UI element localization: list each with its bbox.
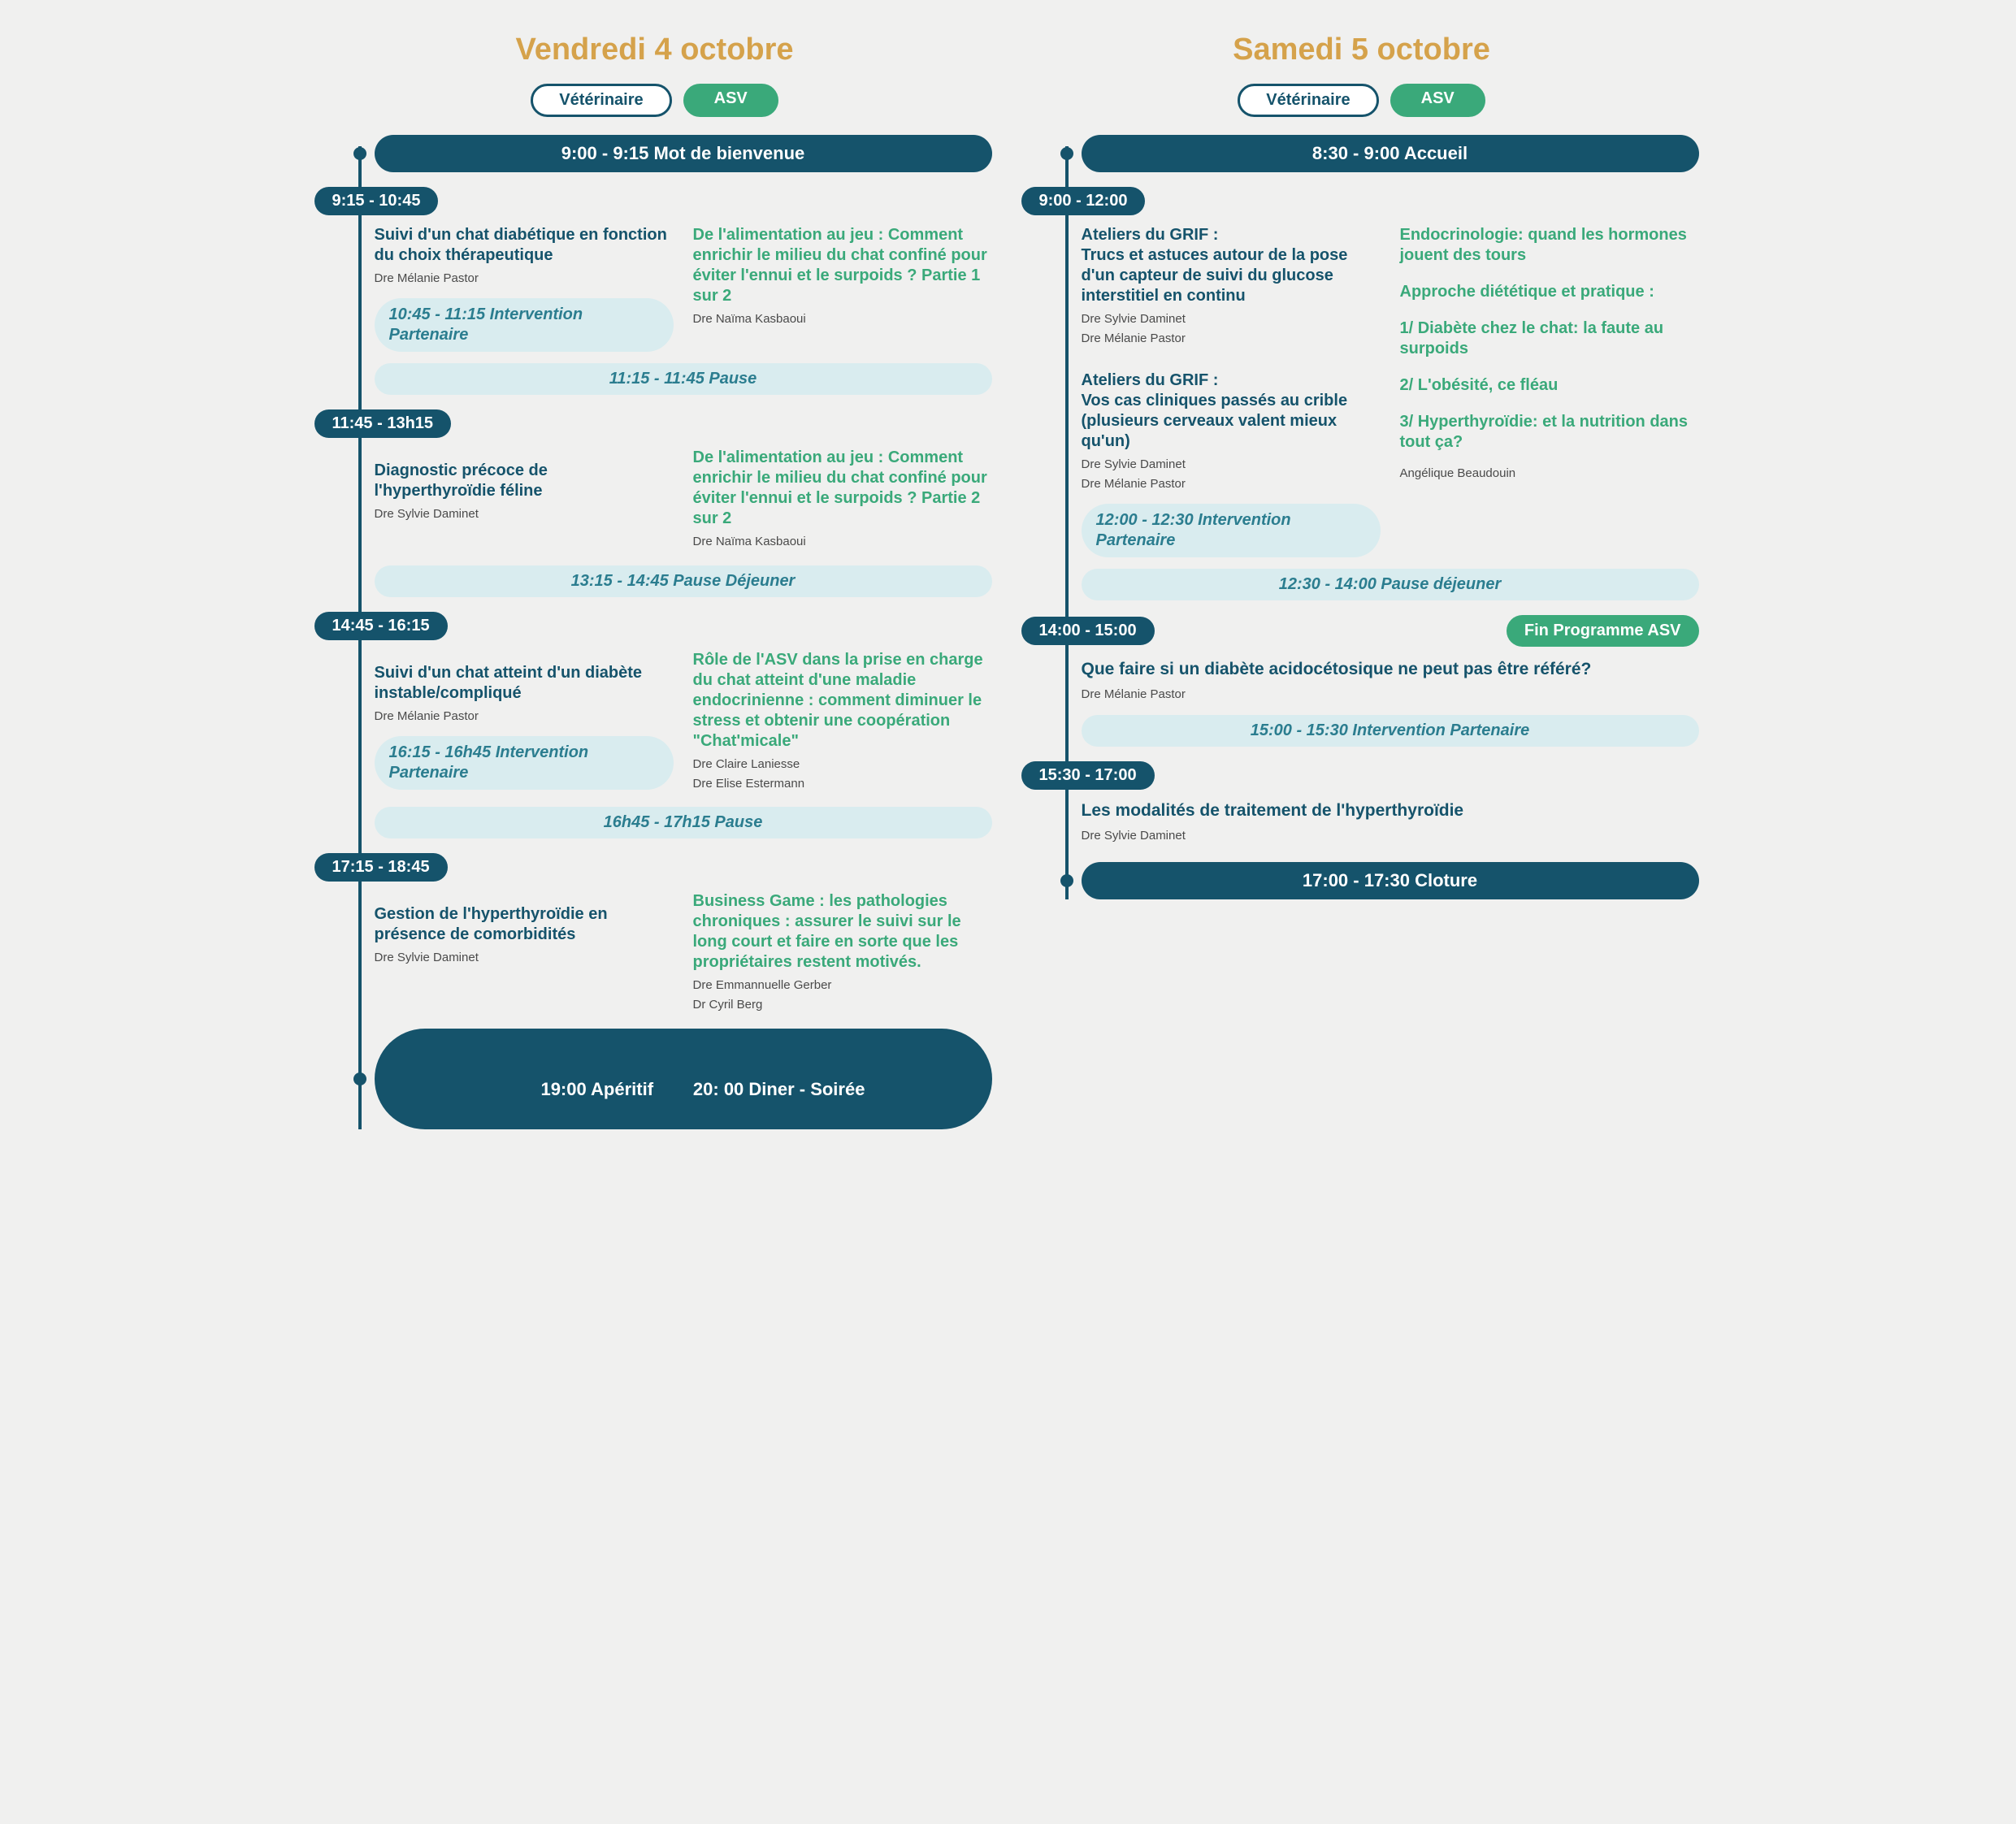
vet-col: Diagnostic précoce de l'hyperthyroïdie f… [375,448,674,553]
day-friday: Vendredi 4 octobre Vétérinaire ASV 9:00 … [318,32,992,1144]
asv-title: De l'alimentation au jeu : Comment enric… [693,448,992,529]
vet-title: Ateliers du GRIF : Vos cas cliniques pas… [1082,370,1381,452]
speaker: Dre Mélanie Pastor [375,708,674,725]
speaker: Dr Cyril Berg [693,997,992,1013]
speaker: Dre Emmannuelle Gerber [693,977,992,994]
closing-text: 19:00 Apéritif 20: 00 Diner - Soirée [540,1079,865,1099]
track-vet: Vétérinaire [1238,84,1378,117]
friday-opening: 9:00 - 9:15 Mot de bienvenue [375,135,992,172]
vet-title: Que faire si un diabète acidocétosique n… [1082,658,1699,680]
speaker: Angélique Beaudouin [1400,466,1699,482]
vet-col: Ateliers du GRIF : Trucs et astuces auto… [1082,225,1381,557]
track-asv: ASV [1390,84,1485,117]
time-asv-row: 14:00 - 15:00 Fin Programme ASV [1021,615,1699,647]
session-block: Suivi d'un chat diabétique en fonction d… [375,225,992,352]
time-chip: 9:00 - 12:00 [1021,187,1146,215]
time-chip: 15:30 - 17:00 [1021,761,1155,790]
time-chip: 11:45 - 13h15 [314,409,452,438]
saturday-timeline: 8:30 - 9:00 Accueil 9:00 - 12:00 Atelier… [1025,135,1699,899]
track-vet: Vétérinaire [531,84,671,117]
saturday-tracks: Vétérinaire ASV [1025,84,1699,117]
speaker: Dre Naïma Kasbaoui [693,534,992,550]
pause: 12:30 - 14:00 Pause déjeuner [1082,569,1699,600]
speaker: Dre Sylvie Daminet [375,950,674,966]
asv-line: 1/ Diabète chez le chat: la faute au sur… [1400,318,1699,359]
node [1060,874,1073,887]
asv-col: Business Game : les pathologies chroniqu… [693,891,992,1017]
schedule-wrap: Vendredi 4 octobre Vétérinaire ASV 9:00 … [318,32,1699,1144]
opening-text: 8:30 - 9:00 Accueil [1312,143,1468,163]
vet-title: Suivi d'un chat atteint d'un diabète ins… [375,663,674,704]
session-block: Gestion de l'hyperthyroïdie en présence … [375,891,992,1017]
time-chip: 17:15 - 18:45 [314,853,448,882]
asv-title: De l'alimentation au jeu : Comment enric… [693,225,992,306]
vet-title: Suivi d'un chat diabétique en fonction d… [375,225,674,266]
vet-col: Suivi d'un chat diabétique en fonction d… [375,225,674,352]
saturday-title: Samedi 5 octobre [1025,32,1699,67]
opening-text: 9:00 - 9:15 Mot de bienvenue [561,143,805,163]
friday-closing: 19:00 Apéritif 20: 00 Diner - Soirée [375,1029,992,1129]
time-chip: 14:45 - 16:15 [314,612,448,640]
friday-tracks: Vétérinaire ASV [318,84,992,117]
session-block: Que faire si un diabète acidocétosique n… [1082,658,1699,704]
session-block: Suivi d'un chat atteint d'un diabète ins… [375,650,992,796]
asv-title: Rôle de l'ASV dans la prise en charge du… [693,650,992,752]
speaker: Dre Sylvie Daminet [1082,457,1381,473]
asv-col: De l'alimentation au jeu : Comment enric… [693,225,992,352]
asv-line: Approche diététique et pratique : [1400,282,1699,302]
session-block: Les modalités de traitement de l'hyperth… [1082,799,1699,845]
node [353,147,366,160]
asv-title: Business Game : les pathologies chroniqu… [693,891,992,973]
day-saturday: Samedi 5 octobre Vétérinaire ASV 8:30 - … [1025,32,1699,1144]
vet-title: Ateliers du GRIF : Trucs et astuces auto… [1082,225,1381,306]
speaker: Dre Sylvie Daminet [1082,828,1699,844]
asv-end-pill: Fin Programme ASV [1507,615,1699,647]
intervention: 12:00 - 12:30 Intervention Partenaire [1082,504,1381,557]
asv-col: De l'alimentation au jeu : Comment enric… [693,448,992,553]
asv-col: Endocrinologie: quand les hormones jouen… [1400,225,1699,557]
pause: 13:15 - 14:45 Pause Déjeuner [375,565,992,597]
asv-line: Endocrinologie: quand les hormones jouen… [1400,225,1699,266]
time-chip: 9:15 - 10:45 [314,187,439,215]
speaker: Dre Sylvie Daminet [1082,311,1381,327]
vet-title: Les modalités de traitement de l'hyperth… [1082,799,1699,821]
node [1060,147,1073,160]
intervention: 10:45 - 11:15 Intervention Partenaire [375,298,674,352]
intervention: 16:15 - 16h45 Intervention Partenaire [375,736,674,790]
pause: 16h45 - 17h15 Pause [375,807,992,838]
speaker: Dre Naïma Kasbaoui [693,311,992,327]
vet-title: Diagnostic précoce de l'hyperthyroïdie f… [375,461,674,501]
session-block: Diagnostic précoce de l'hyperthyroïdie f… [375,448,992,553]
vet-title: Gestion de l'hyperthyroïdie en présence … [375,904,674,945]
speaker: Dre Mélanie Pastor [1082,331,1381,347]
speaker: Dre Claire Laniesse [693,756,992,773]
speaker: Dre Mélanie Pastor [1082,687,1699,703]
saturday-opening: 8:30 - 9:00 Accueil [1082,135,1699,172]
friday-timeline: 9:00 - 9:15 Mot de bienvenue 9:15 - 10:4… [318,135,992,1129]
track-asv: ASV [683,84,778,117]
vet-col: Suivi d'un chat atteint d'un diabète ins… [375,650,674,796]
friday-title: Vendredi 4 octobre [318,32,992,67]
intervention-full: 15:00 - 15:30 Intervention Partenaire [1082,715,1699,747]
vet-col: Gestion de l'hyperthyroïdie en présence … [375,891,674,1017]
asv-line: 2/ L'obésité, ce fléau [1400,375,1699,396]
speaker: Dre Sylvie Daminet [375,506,674,522]
closing-text: 17:00 - 17:30 Cloture [1303,870,1477,890]
pause: 11:15 - 11:45 Pause [375,363,992,395]
asv-line: 3/ Hyperthyroïdie: et la nutrition dans … [1400,412,1699,453]
time-chip: 14:00 - 15:00 [1021,617,1155,645]
saturday-closing: 17:00 - 17:30 Cloture [1082,862,1699,899]
node [353,1072,366,1085]
speaker: Dre Mélanie Pastor [1082,476,1381,492]
session-block: Ateliers du GRIF : Trucs et astuces auto… [1082,225,1699,557]
speaker: Dre Elise Estermann [693,776,992,792]
asv-col: Rôle de l'ASV dans la prise en charge du… [693,650,992,796]
speaker: Dre Mélanie Pastor [375,271,674,287]
